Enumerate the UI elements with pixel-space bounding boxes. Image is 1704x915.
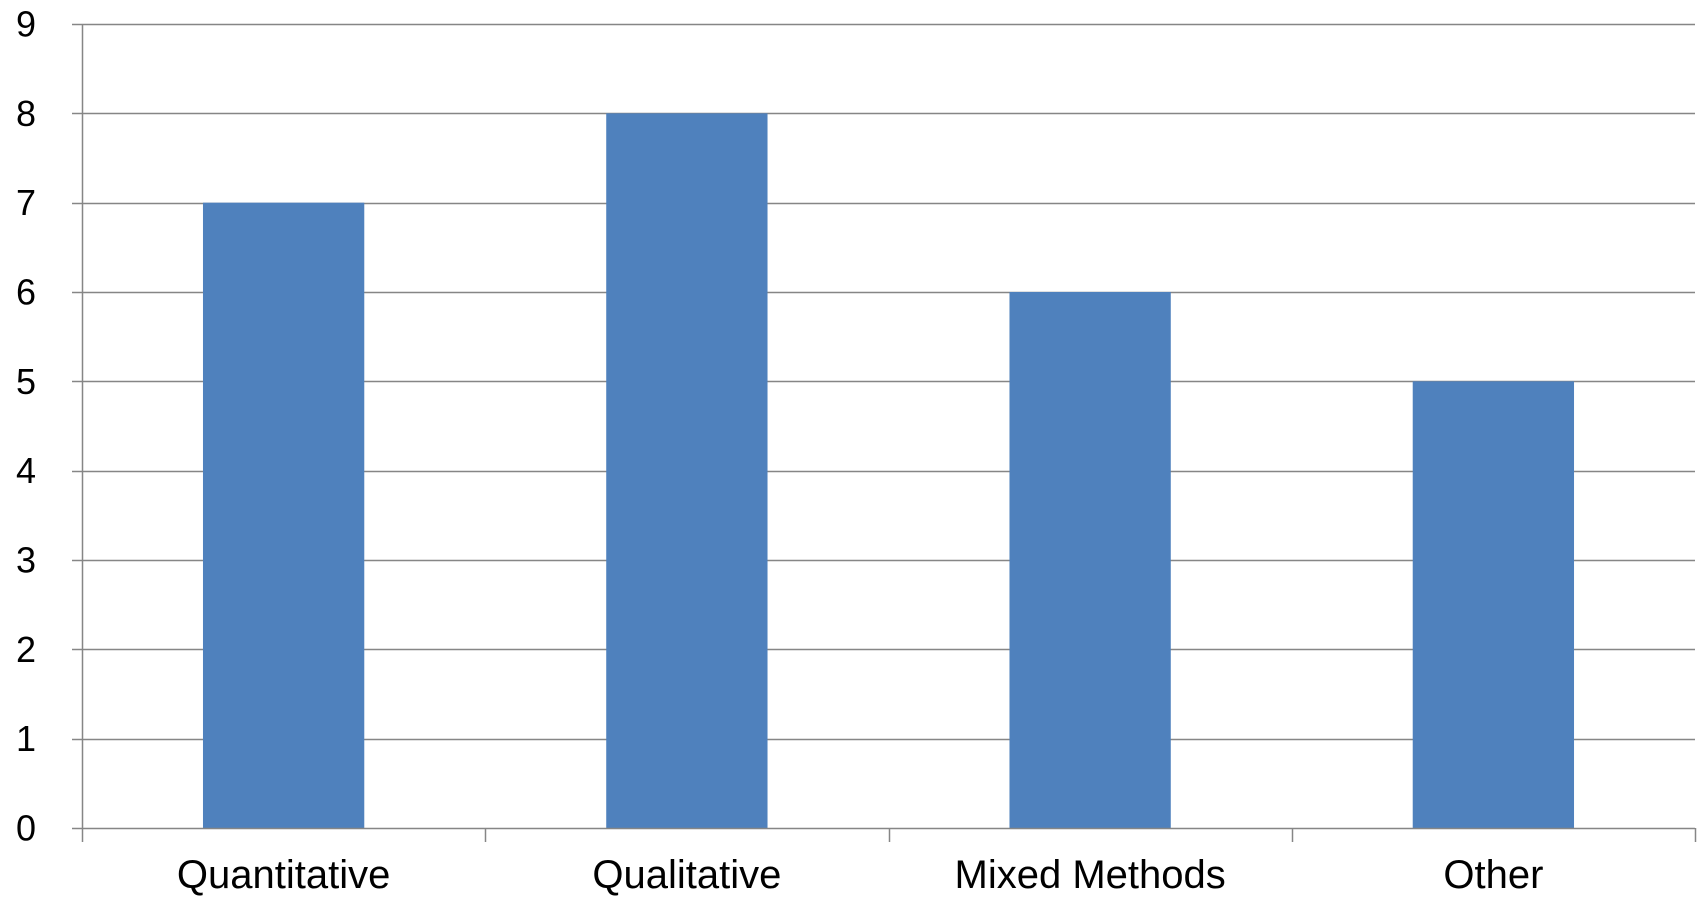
x-tick-label-other: Other (1443, 853, 1543, 897)
y-tick-label-3: 3 (16, 540, 36, 581)
y-tick-label-1: 1 (16, 718, 36, 759)
bar-other (1412, 381, 1575, 828)
axes (72, 23, 1697, 842)
x-tick-label-mixed-methods: Mixed Methods (955, 853, 1226, 897)
y-tick-label-6: 6 (16, 272, 36, 313)
x-tick-labels: Quantitative Qualitative Mixed Methods Othe… (177, 853, 1544, 897)
y-tick-label-5: 5 (16, 361, 36, 402)
bar-mixed-methods (1009, 292, 1171, 828)
y-tick-labels: 0 1 2 3 4 5 6 7 8 9 (16, 4, 36, 849)
y-tick-label-7: 7 (16, 182, 36, 223)
y-tick-label-4: 4 (16, 450, 36, 491)
y-tick-label-9: 9 (16, 4, 36, 45)
x-tick-label-quantitative: Quantitative (177, 853, 390, 897)
y-tick-label-2: 2 (16, 629, 36, 670)
y-tick-label-0: 0 (16, 808, 36, 849)
bars (202, 113, 1575, 829)
bar-qualitative (606, 113, 768, 829)
x-tick-label-qualitative: Qualitative (592, 853, 781, 897)
y-tick-label-8: 8 (16, 93, 36, 134)
bar-quantitative (202, 202, 365, 828)
